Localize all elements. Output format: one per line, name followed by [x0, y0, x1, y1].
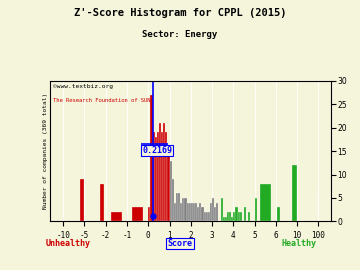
Bar	[170, 161, 172, 221]
Bar	[214, 207, 216, 221]
Bar	[229, 212, 231, 221]
Text: 0.2169: 0.2169	[142, 146, 172, 155]
Text: The Research Foundation of SUNY: The Research Foundation of SUNY	[53, 98, 154, 103]
Bar	[225, 217, 227, 221]
Bar	[235, 207, 238, 221]
Bar	[248, 212, 250, 221]
Bar	[157, 133, 159, 221]
Bar	[100, 184, 104, 221]
Bar	[163, 123, 165, 221]
Text: Score: Score	[167, 239, 193, 248]
Bar	[174, 203, 176, 221]
Bar	[186, 203, 189, 221]
Bar	[180, 203, 182, 221]
Bar	[172, 179, 174, 221]
Bar	[150, 95, 153, 221]
Bar	[202, 207, 203, 221]
Bar	[199, 203, 202, 221]
Bar	[233, 212, 235, 221]
Bar	[189, 203, 191, 221]
Bar	[210, 203, 212, 221]
Bar	[216, 203, 219, 221]
Bar	[255, 198, 257, 221]
Bar	[184, 198, 186, 221]
Bar	[244, 207, 246, 221]
Y-axis label: Number of companies (369 total): Number of companies (369 total)	[42, 93, 48, 209]
Bar	[212, 198, 214, 221]
Bar	[277, 207, 280, 221]
Bar	[203, 212, 206, 221]
Text: Z'-Score Histogram for CPPL (2015): Z'-Score Histogram for CPPL (2015)	[74, 8, 286, 18]
Text: Unhealthy: Unhealthy	[46, 239, 91, 248]
Bar	[197, 207, 199, 221]
Bar	[165, 133, 167, 221]
Bar	[155, 137, 157, 221]
Bar	[260, 184, 271, 221]
Bar	[240, 212, 242, 221]
Bar	[148, 207, 150, 221]
Bar	[221, 198, 223, 221]
Text: ©www.textbiz.org: ©www.textbiz.org	[53, 84, 113, 89]
Bar	[111, 212, 122, 221]
Bar	[292, 165, 297, 221]
Bar	[176, 193, 178, 221]
Bar	[193, 203, 195, 221]
Text: Sector: Energy: Sector: Energy	[142, 30, 218, 39]
Bar	[159, 123, 161, 221]
Bar	[208, 212, 210, 221]
Bar	[231, 217, 233, 221]
Bar	[80, 179, 85, 221]
Bar	[238, 212, 240, 221]
Bar	[167, 156, 170, 221]
Bar	[191, 203, 193, 221]
Bar	[223, 217, 225, 221]
Bar	[227, 212, 229, 221]
Bar	[195, 203, 197, 221]
Bar	[206, 212, 208, 221]
Text: Healthy: Healthy	[281, 239, 316, 248]
Bar	[178, 193, 180, 221]
Bar	[182, 198, 184, 221]
Bar	[153, 133, 155, 221]
Bar	[132, 207, 143, 221]
Bar	[161, 133, 163, 221]
